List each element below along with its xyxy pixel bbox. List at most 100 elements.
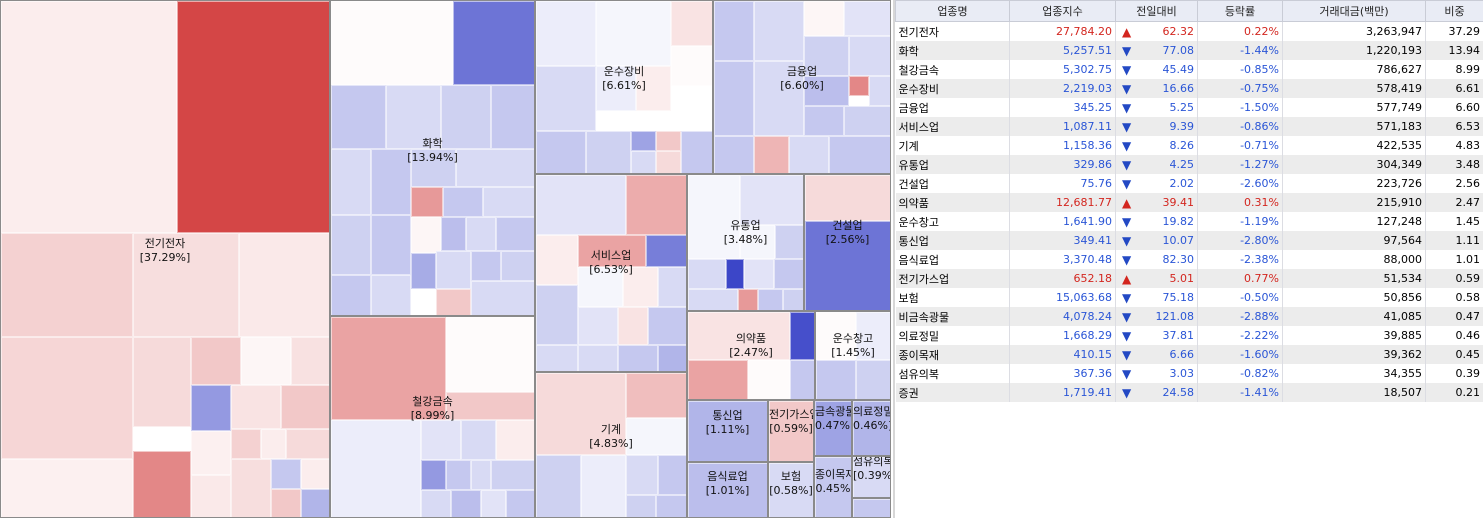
treemap-sector[interactable]: 전기전자 [37.29%] [0,0,330,518]
treemap-stock-cell[interactable] [491,460,534,490]
treemap-stock-cell[interactable] [789,136,829,173]
treemap-stock-cell[interactable] [371,149,411,215]
treemap-stock-cell[interactable] [536,1,596,66]
table-row[interactable]: 화학 5,257.51 ▼ 77.08 -1.44% 1,220,193 13.94 [895,41,1483,60]
treemap-stock-cell[interactable] [241,337,291,385]
treemap-stock-cell[interactable] [411,253,436,289]
treemap-stock-cell[interactable] [436,251,471,289]
treemap-stock-cell[interactable] [411,217,441,253]
treemap-stock-cell[interactable] [714,61,754,136]
treemap-stock-cell[interactable] [436,289,471,315]
treemap-sector[interactable]: 금속광물 0.47%] [814,400,852,456]
treemap-stock-cell[interactable] [421,420,461,460]
treemap-sector[interactable]: 의약품 [2.47%] [687,311,815,400]
table-row[interactable]: 의료정밀 1,668.29 ▼ 37.81 -2.22% 39,885 0.46 [895,326,1483,345]
treemap-stock-cell[interactable] [631,151,656,173]
treemap-stock-cell[interactable] [239,233,329,337]
treemap-stock-cell[interactable] [133,451,191,517]
treemap-stock-cell[interactable] [658,345,686,371]
table-row[interactable]: 증권 1,719.41 ▼ 24.58 -1.41% 18,507 0.21 [895,383,1483,402]
treemap-stock-cell[interactable] [790,312,814,360]
treemap-stock-cell[interactable] [754,1,804,61]
treemap-stock-cell[interactable] [133,233,239,337]
table-row[interactable]: 비금속광물 4,078.24 ▼ 121.08 -2.88% 41,085 0.47 [895,307,1483,326]
treemap-stock-cell[interactable] [501,251,534,281]
treemap-sector[interactable]: 음식료업 [1.01%] [687,462,768,518]
treemap-stock-cell[interactable] [626,373,686,418]
treemap-stock-cell[interactable] [853,401,890,455]
treemap-stock-cell[interactable] [631,131,656,151]
treemap-stock-cell[interactable] [804,1,844,36]
treemap-stock-cell[interactable] [648,307,686,345]
treemap-stock-cell[interactable] [578,345,618,371]
table-row[interactable]: 종이목재 410.15 ▼ 6.66 -1.60% 39,362 0.45 [895,345,1483,364]
table-row[interactable]: 전기가스업 652.18 ▲ 5.01 0.77% 51,534 0.59 [895,269,1483,288]
treemap-stock-cell[interactable] [331,85,386,149]
treemap-stock-cell[interactable] [869,76,890,106]
treemap-stock-cell[interactable] [286,429,329,459]
treemap-stock-cell[interactable] [790,360,814,399]
table-row[interactable]: 유통업 329.86 ▼ 4.25 -1.27% 304,349 3.48 [895,155,1483,174]
treemap-stock-cell[interactable] [754,61,804,136]
table-row[interactable]: 음식료업 3,370.48 ▼ 82.30 -2.38% 88,000 1.01 [895,250,1483,269]
treemap-stock-cell[interactable] [829,136,890,173]
header-change-rate[interactable]: 등락률 [1197,0,1283,22]
treemap-stock-cell[interactable] [331,149,371,215]
treemap-stock-cell[interactable] [783,289,803,310]
treemap-stock-cell[interactable] [688,289,738,310]
header-trade-amount[interactable]: 거래대금(백만) [1282,0,1426,22]
treemap-stock-cell[interactable] [626,175,686,235]
treemap-sector[interactable]: 통신업 [1.11%] [687,400,768,462]
treemap-stock-cell[interactable] [331,317,446,420]
treemap-stock-cell[interactable] [738,289,758,310]
treemap-stock-cell[interactable] [748,360,790,399]
treemap-sector[interactable]: 운수장비 [6.61%] [535,0,713,174]
treemap-stock-cell[interactable] [586,131,631,173]
treemap-stock-cell[interactable] [456,149,534,187]
treemap-stock-cell[interactable] [231,459,271,517]
treemap-stock-cell[interactable] [536,131,586,173]
treemap-stock-cell[interactable] [688,360,748,399]
treemap-stock-cell[interactable] [815,457,851,517]
table-row[interactable]: 금융업 345.25 ▼ 5.25 -1.50% 577,749 6.60 [895,98,1483,117]
treemap-stock-cell[interactable] [421,460,446,490]
treemap-stock-cell[interactable] [1,233,133,337]
treemap-stock-cell[interactable] [681,131,712,173]
treemap-stock-cell[interactable] [758,289,783,310]
treemap-stock-cell[interactable] [451,490,481,517]
treemap-stock-cell[interactable] [804,36,849,76]
treemap-sector[interactable]: 섬유의복[0.39%] [852,456,891,498]
treemap-stock-cell[interactable] [688,401,767,461]
treemap-stock-cell[interactable] [231,385,281,429]
treemap-stock-cell[interactable] [1,337,133,459]
treemap-stock-cell[interactable] [191,385,231,431]
treemap-sector[interactable]: 종이목재 0.45% [814,456,852,518]
treemap-sector[interactable]: 운수창고 [1.45%] [815,311,891,400]
table-row[interactable]: 보험 15,063.68 ▼ 75.18 -0.50% 50,856 0.58 [895,288,1483,307]
treemap-stock-cell[interactable] [726,259,744,289]
treemap-stock-cell[interactable] [856,360,890,399]
treemap-stock-cell[interactable] [626,418,686,455]
treemap-stock-cell[interactable] [231,429,261,459]
treemap-sector[interactable]: 보험 [0.58%] [768,462,814,518]
treemap-stock-cell[interactable] [656,495,686,517]
treemap-stock-cell[interactable] [671,46,712,86]
treemap-stock-cell[interactable] [849,76,869,96]
treemap-stock-cell[interactable] [578,267,623,307]
treemap-stock-cell[interactable] [453,1,534,85]
treemap-stock-cell[interactable] [578,235,646,267]
treemap-stock-cell[interactable] [491,85,534,149]
treemap-stock-cell[interactable] [386,85,441,149]
table-row[interactable]: 전기전자 27,784.20 ▲ 62.32 0.22% 3,263,947 37.29 [895,21,1483,41]
treemap-stock-cell[interactable] [271,489,301,517]
treemap-stock-cell[interactable] [804,106,844,136]
treemap-stock-cell[interactable] [471,251,501,281]
treemap-stock-cell[interactable] [816,312,856,360]
treemap-stock-cell[interactable] [688,175,740,259]
treemap-stock-cell[interactable] [496,217,534,251]
treemap-stock-cell[interactable] [271,459,301,489]
treemap-stock-cell[interactable] [623,267,658,307]
treemap-stock-cell[interactable] [471,281,534,315]
treemap-stock-cell[interactable] [496,420,534,460]
treemap-stock-cell[interactable] [815,401,851,455]
